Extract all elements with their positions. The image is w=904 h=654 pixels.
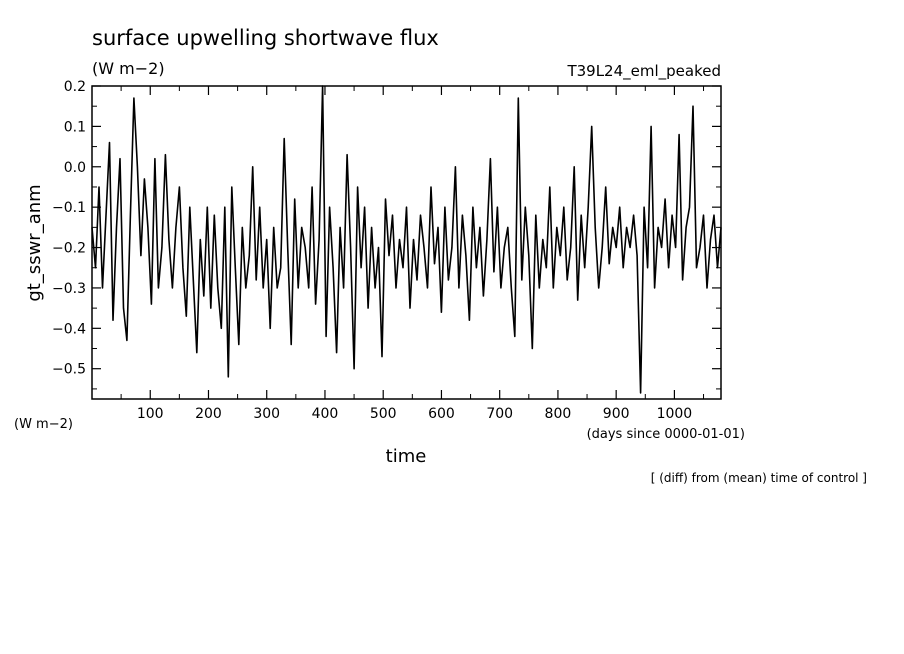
x-axis-ticks: 100 200 300 400 500 600 700 800 900 1000 [120,86,705,422]
x-tick-label: 900 [603,406,630,422]
x-unit-label: (days since 0000-01-01) [587,427,745,442]
y-axis-label: gt_sswr_anm [24,184,45,301]
series-line [91,85,722,394]
units-label: (W m−2) [92,59,165,78]
y-tick-label: 0.1 [64,119,86,135]
y-unit-label: (W m−2) [14,417,73,432]
x-tick-label: 700 [486,406,513,422]
y-tick-label: −0.3 [52,281,86,297]
x-tick-label: 500 [370,406,397,422]
y-tick-label: −0.4 [52,321,86,337]
y-axis-ticks: 0.2 0.1 0.0 −0.1 −0.2 −0.3 −0.4 −0.5 [52,79,721,390]
x-tick-label: 800 [545,406,572,422]
chart-title: surface upwelling shortwave flux [92,26,439,50]
y-tick-label: 0.0 [64,160,86,176]
plot-area: 0.2 0.1 0.0 −0.1 −0.2 −0.3 −0.4 −0.5 100 200 300 4… [52,79,722,422]
y-tick-label: 0.2 [64,79,86,95]
run-label: T39L24_eml_peaked [566,62,721,81]
x-tick-label: 400 [312,406,339,422]
x-axis-label: time [386,446,427,467]
diff-note: [ (diff) from (mean) time of control ] [651,471,867,485]
x-tick-label: 100 [137,406,164,422]
x-tick-label: 600 [428,406,455,422]
y-tick-label: −0.5 [52,362,86,378]
x-tick-label: 300 [253,406,280,422]
x-tick-label: 1000 [657,406,693,422]
y-tick-label: −0.2 [52,241,86,257]
x-tick-label: 200 [195,406,222,422]
y-tick-label: −0.1 [52,200,86,216]
plot-frame [91,85,722,400]
